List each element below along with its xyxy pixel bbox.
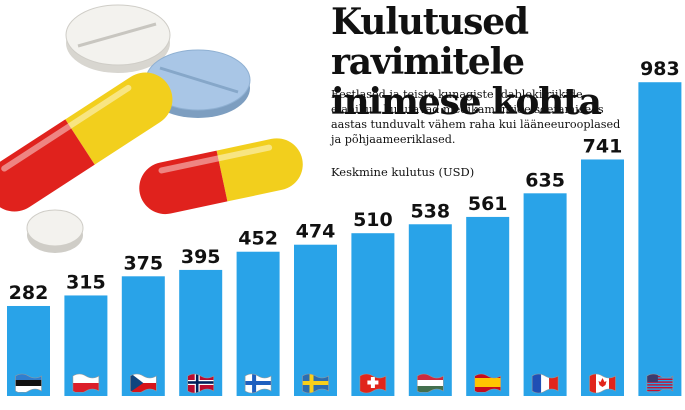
bar-value-label: 635 [525,169,565,191]
capsule-left-icon [0,72,173,212]
small-white-tablet-icon [26,209,84,253]
chart-title: Kulutused ravimitele inimese kohta [331,2,681,122]
white-tablet-icon [65,4,171,73]
bar-value-label: 983 [640,58,680,80]
canada-flag-icon [589,373,616,394]
france-flag-icon [531,373,559,394]
title-line-2: inimese kohta [331,81,602,123]
chart-description: Eestlased ja teiste kunagiste idabloki r… [331,88,621,146]
bar-value-label: 375 [123,252,163,274]
title-line-1: Kulutused ravimitele [331,1,529,83]
bar-value-label: 474 [296,221,336,243]
bar-ungari [408,224,452,396]
bar-value-label: 452 [238,228,278,250]
estonia-flag-icon [15,373,42,394]
bar-hispaania [466,216,510,396]
bar-value-label: 282 [9,282,49,304]
switzerland-flag-icon [359,373,387,394]
finland-flag-icon [244,373,272,394]
sweden-flag-icon [302,373,329,394]
y-axis-label: Keskmine kulutus (USD) [331,165,475,179]
bar-usa [638,82,682,396]
spain-flag-icon [474,373,502,394]
bar-kanada [581,159,624,396]
bar-value-label: 315 [66,271,106,293]
bar-prantsusmaa [523,193,567,396]
bar-value-label: 510 [353,209,393,231]
bar-value-label: 538 [410,200,450,222]
bar-rootsi [294,244,337,396]
bar-value-label: 561 [468,193,508,215]
bar-norra [179,269,223,396]
pills-illustration [0,4,303,253]
usa-flag-icon [646,373,674,394]
bar-šveits [351,233,395,396]
norway-flag-icon [187,373,214,394]
poland-flag-icon [72,373,100,394]
bar-value-label: 741 [583,135,623,157]
capsule-right-icon [139,138,303,215]
czech-flag-icon [130,373,157,394]
bar-value-label: 395 [181,246,221,268]
hungary-flag-icon [416,373,444,394]
bar-soome [236,251,280,396]
